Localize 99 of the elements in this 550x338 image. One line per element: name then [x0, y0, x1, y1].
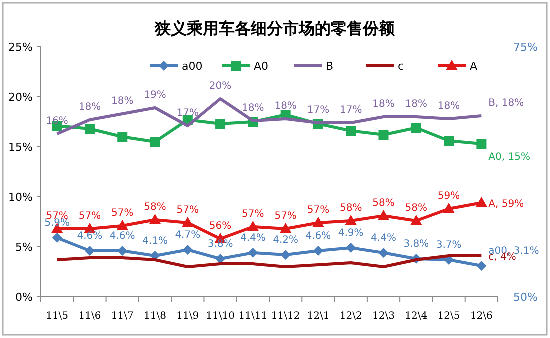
legend-label: B [326, 60, 334, 73]
y-tick-label: 20% [8, 91, 33, 104]
point [345, 215, 358, 226]
point [182, 217, 194, 228]
y-tick-label: 25% [8, 41, 33, 54]
data-label: 58% [372, 198, 395, 209]
data-label: A, 59% [488, 199, 524, 210]
data-label: 4.4% [371, 233, 396, 244]
point [118, 246, 128, 256]
point [444, 136, 454, 146]
data-label: 4.7% [175, 230, 201, 241]
data-label: 18% [78, 102, 102, 113]
x-tick-label: 11\6 [78, 311, 102, 322]
data-label: 3.8% [208, 239, 234, 250]
data-label: 58% [405, 203, 428, 214]
point [443, 203, 456, 214]
point [410, 215, 422, 226]
data-label: 58% [340, 203, 362, 214]
data-label: 18% [274, 101, 297, 112]
y-tick-label: 10% [8, 191, 33, 204]
point [216, 254, 226, 264]
data-label: 4.6% [110, 231, 136, 242]
data-label: 4.6% [306, 231, 332, 242]
point [216, 119, 226, 129]
data-label: 4.2% [273, 235, 299, 246]
x-tick-label: 11\10 [206, 311, 235, 322]
legend-label: A0 [254, 60, 269, 73]
data-label: 57% [78, 211, 102, 222]
point [476, 197, 488, 208]
data-label: 57% [111, 208, 134, 219]
point [378, 210, 390, 220]
x-tick-label: 12\5 [438, 311, 460, 322]
data-label: A0, 15% [488, 152, 530, 163]
data-label: 18% [405, 99, 428, 110]
data-label: 57% [307, 205, 330, 216]
x-tick-label: 12\4 [405, 311, 428, 322]
data-label: 18% [111, 96, 134, 107]
data-label: 20% [209, 81, 232, 92]
data-label: 18% [242, 103, 264, 114]
data-label: 4.1% [142, 236, 168, 247]
y2-tick-label: 75% [514, 41, 538, 54]
data-label: 57% [242, 209, 264, 220]
point [312, 217, 324, 228]
y2-tick-label: 50% [514, 291, 538, 304]
data-label: 57% [274, 211, 297, 222]
data-label: 17% [176, 108, 200, 119]
data-label: 17% [307, 105, 330, 116]
x-tick-label: 11\7 [111, 311, 134, 322]
y-tick-label: 5% [16, 241, 33, 254]
data-label: 57% [176, 205, 200, 216]
point [476, 261, 487, 271]
point [280, 250, 291, 260]
x-tick-label: 12\1 [307, 311, 330, 322]
point [118, 132, 128, 142]
data-label: 58% [144, 202, 166, 213]
point [248, 248, 258, 258]
data-label: 19% [144, 90, 166, 101]
legend-label: c [398, 60, 404, 73]
point [476, 139, 487, 149]
point [149, 214, 162, 224]
data-label: 4.4% [240, 233, 266, 244]
x-tick-label: 11\8 [144, 311, 166, 322]
x-tick-label: 12\6 [470, 311, 493, 322]
data-label: 18% [372, 99, 395, 110]
x-tick-label: 12\2 [340, 311, 362, 322]
point [84, 246, 95, 256]
x-tick-label: 11\12 [271, 311, 300, 322]
chart-title: 狭义乘用车各细分市场的零售份额 [154, 19, 396, 38]
point [280, 223, 292, 234]
data-label: 56% [209, 221, 232, 232]
data-label: 18% [438, 101, 460, 112]
y-tick-label: 15% [8, 141, 33, 154]
point [346, 243, 356, 253]
point [52, 233, 62, 243]
x-tick-label: 12\3 [372, 311, 395, 322]
point [411, 123, 422, 133]
y-tick-label: 0% [16, 291, 33, 304]
point [378, 130, 389, 140]
point [313, 246, 324, 256]
x-tick-label: 11\11 [238, 311, 268, 322]
x-tick-label: 11\5 [46, 311, 69, 322]
legend-label: a00 [182, 60, 203, 73]
x-tick-label: 11\9 [176, 311, 200, 322]
data-label: 3.8% [404, 239, 430, 250]
data-label: 59% [438, 191, 460, 202]
data-label: 4.6% [77, 231, 103, 242]
data-label: 3.7% [436, 240, 462, 251]
data-label: B, 18% [488, 98, 524, 109]
data-label: 4.9% [338, 228, 364, 239]
point [150, 137, 160, 147]
point [84, 124, 95, 134]
point [247, 221, 260, 232]
point [182, 245, 193, 255]
point [346, 126, 356, 136]
point [116, 220, 129, 230]
data-label: 16% [46, 116, 68, 127]
point [378, 248, 389, 258]
data-label: 17% [340, 105, 362, 116]
legend-label: A [470, 60, 478, 73]
